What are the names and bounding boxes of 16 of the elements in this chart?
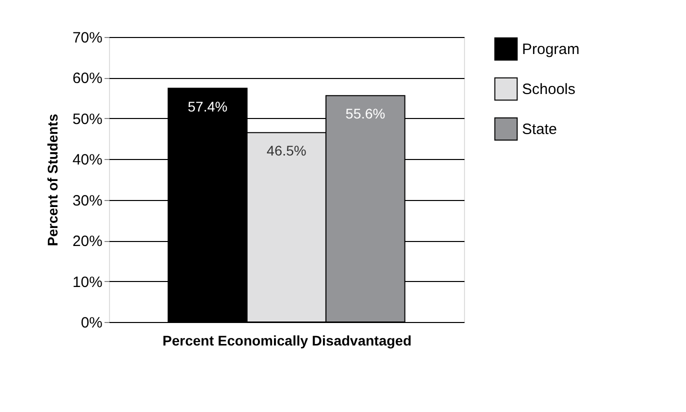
data-label: 46.5% [266,142,306,159]
y-tick-label: 30% [72,192,102,210]
y-tick-label: 70% [72,30,102,46]
x-axis-title: Percent Economically Disadvantaged [162,332,412,348]
y-axis-title: Percent of Students [44,114,60,246]
legend-label: Program [522,41,580,58]
y-tick-label: 40% [72,152,102,169]
y-tick-label: 10% [72,274,102,291]
y-tick-label: 60% [72,70,102,88]
legend-label: State [522,121,558,138]
y-tick-label: 50% [72,110,102,128]
y-tick-label: 20% [72,233,102,250]
legend-label: Schools [522,81,576,98]
data-label: 55.6% [346,106,386,122]
y-tick-label: 0% [80,314,102,332]
data-label: 57.4% [188,98,228,114]
